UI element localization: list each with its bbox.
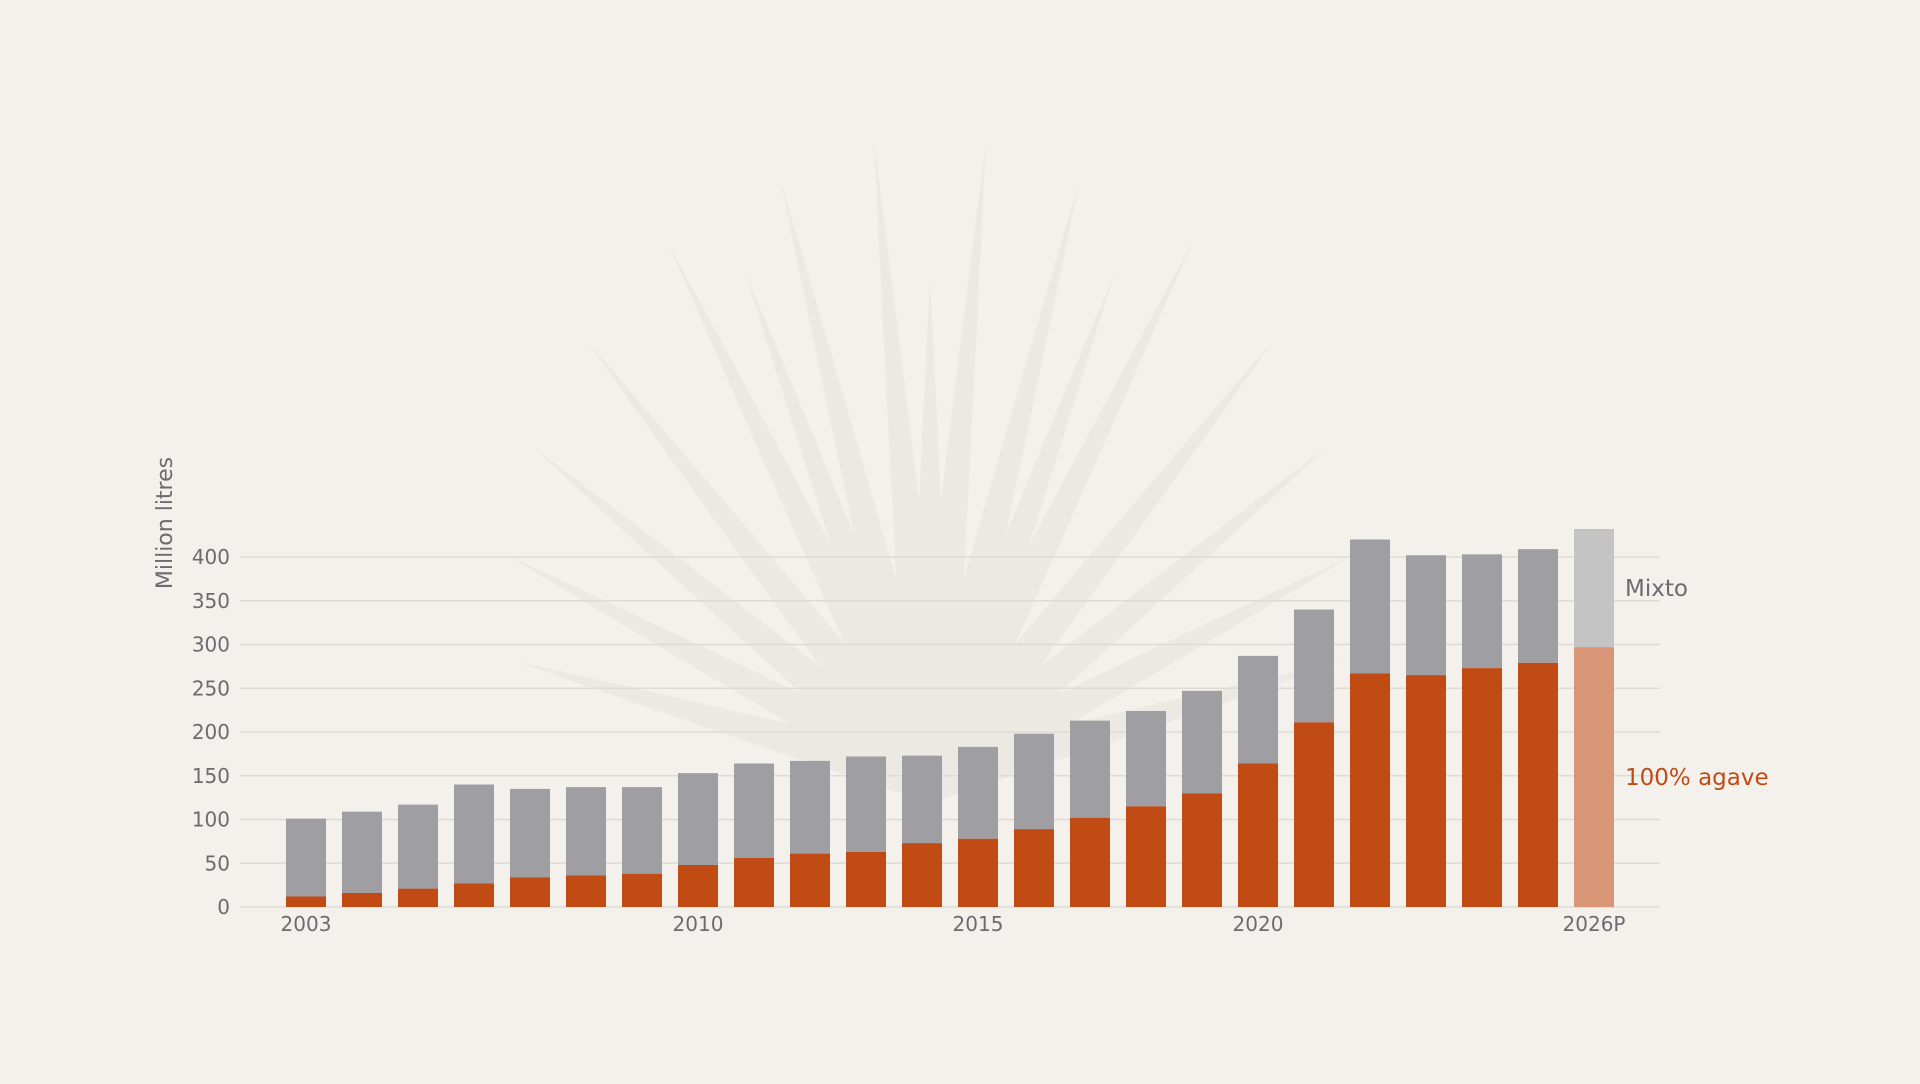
bar-mixto-2014 bbox=[902, 755, 942, 844]
bar-mixto-2009 bbox=[622, 787, 662, 874]
bar-agave-2004 bbox=[342, 893, 382, 907]
agave-leaf-15 bbox=[909, 272, 1115, 788]
x-tick-label-2015: 2015 bbox=[953, 912, 1004, 936]
x-tick-label-2020: 2020 bbox=[1233, 912, 1284, 936]
bar-mixto-2019 bbox=[1182, 690, 1222, 794]
agave-leaf-10 bbox=[915, 445, 1329, 797]
y-tick-label-300: 300 bbox=[192, 633, 230, 657]
bar-mixto-2011 bbox=[734, 763, 774, 858]
bar-agave-2019 bbox=[1182, 793, 1222, 907]
y-tick-label-0: 0 bbox=[217, 895, 230, 919]
bar-mixto-2020 bbox=[1238, 655, 1278, 764]
bar-agave-2013 bbox=[846, 851, 886, 907]
bar-agave-2015 bbox=[958, 838, 998, 907]
agave-leaf-16 bbox=[908, 280, 952, 780]
bar-mixto-2004 bbox=[342, 811, 382, 893]
bar-mixto-2015 bbox=[958, 746, 998, 839]
y-tick-label-400: 400 bbox=[192, 545, 230, 569]
bar-mixto-2026P bbox=[1574, 529, 1614, 648]
bar-agave-2011 bbox=[734, 858, 774, 907]
bar-mixto-2024 bbox=[1462, 554, 1502, 669]
x-axis-ticks: 2003 2010 2015 2020 2026P bbox=[281, 912, 1626, 936]
y-tick-label-350: 350 bbox=[192, 589, 230, 613]
agave-watermark bbox=[506, 142, 1354, 802]
y-tick-label-250: 250 bbox=[192, 676, 230, 700]
bar-mixto-2008 bbox=[566, 787, 606, 876]
bar-agave-2020 bbox=[1238, 763, 1278, 907]
y-tick-label-100: 100 bbox=[192, 808, 230, 832]
bar-agave-2021 bbox=[1294, 722, 1334, 907]
y-axis-ticks: 0 50 100 150 200 250 300 350 400 bbox=[192, 545, 230, 919]
x-tick-label-2003: 2003 bbox=[281, 912, 332, 936]
bar-mixto-2016 bbox=[1014, 733, 1054, 830]
bar-agave-2007 bbox=[510, 877, 550, 907]
agave-leaf-1 bbox=[531, 445, 945, 797]
agave-leaf-9 bbox=[912, 338, 1275, 794]
bar-agave-2018 bbox=[1126, 806, 1166, 907]
agave-leaf-14 bbox=[745, 272, 951, 788]
agave-leaf-2 bbox=[585, 338, 948, 794]
series-labels: Mixto 100% agave bbox=[1625, 576, 1769, 791]
bar-mixto-2003 bbox=[286, 818, 326, 897]
bar-mixto-2005 bbox=[398, 804, 438, 889]
bar-agave-2012 bbox=[790, 853, 830, 907]
x-tick-label-2026P: 2026P bbox=[1563, 912, 1626, 936]
bar-mixto-2025 bbox=[1518, 549, 1558, 663]
bar-agave-2026P bbox=[1574, 647, 1614, 907]
bar-mixto-2006 bbox=[454, 784, 494, 884]
bar-agave-2006 bbox=[454, 883, 494, 907]
bar-agave-2005 bbox=[398, 888, 438, 907]
bar-agave-2009 bbox=[622, 873, 662, 907]
bars bbox=[286, 529, 1614, 907]
y-axis-title: Million litres bbox=[153, 457, 178, 589]
bar-mixto-2022 bbox=[1350, 539, 1390, 674]
y-tick-label-50: 50 bbox=[205, 851, 230, 875]
bar-agave-2010 bbox=[678, 865, 718, 907]
series-label-mixto: Mixto bbox=[1625, 576, 1688, 602]
bar-agave-2025 bbox=[1518, 662, 1558, 907]
y-tick-label-200: 200 bbox=[192, 720, 230, 744]
bar-agave-2016 bbox=[1014, 829, 1054, 907]
series-label-agave: 100% agave bbox=[1625, 765, 1769, 791]
bar-mixto-2010 bbox=[678, 773, 718, 865]
bar-agave-2008 bbox=[566, 875, 606, 907]
bar-agave-2014 bbox=[902, 843, 942, 907]
bar-mixto-2017 bbox=[1070, 720, 1110, 818]
bar-mixto-2007 bbox=[510, 788, 550, 878]
y-tick-label-150: 150 bbox=[192, 764, 230, 788]
bar-agave-2023 bbox=[1406, 675, 1446, 907]
bar-agave-2024 bbox=[1462, 668, 1502, 907]
agave-leaf-7 bbox=[908, 178, 1080, 786]
bar-agave-2003 bbox=[286, 896, 326, 907]
bar-mixto-2018 bbox=[1126, 711, 1166, 807]
bar-agave-2022 bbox=[1350, 673, 1390, 907]
bar-agave-2017 bbox=[1070, 817, 1110, 907]
bar-mixto-2023 bbox=[1406, 555, 1446, 676]
x-tick-label-2010: 2010 bbox=[673, 912, 724, 936]
bar-mixto-2012 bbox=[790, 760, 830, 854]
bar-mixto-2013 bbox=[846, 756, 886, 852]
bar-mixto-2021 bbox=[1294, 609, 1334, 723]
